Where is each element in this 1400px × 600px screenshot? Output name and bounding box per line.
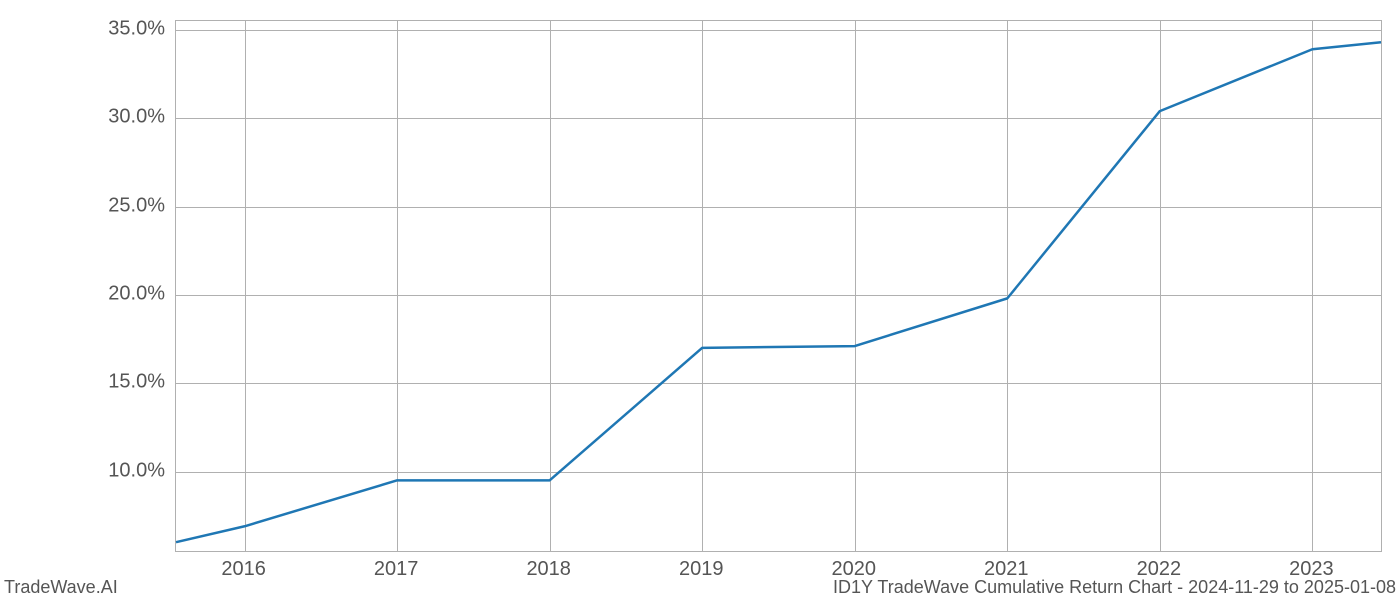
x-tick-label: 2017 (374, 558, 419, 581)
y-tick-label: 10.0% (108, 459, 165, 482)
y-tick-label: 20.0% (108, 282, 165, 305)
x-tick-label: 2018 (526, 558, 571, 581)
chart-container: 2016201720182019202020212022202310.0%15.… (0, 0, 1400, 600)
x-tick-label: 2019 (679, 558, 724, 581)
y-tick-label: 15.0% (108, 371, 165, 394)
return-line (176, 42, 1381, 542)
plot-area (175, 20, 1382, 552)
line-series-svg (176, 21, 1381, 551)
y-tick-label: 30.0% (108, 106, 165, 129)
y-tick-label: 35.0% (108, 17, 165, 40)
x-tick-label: 2016 (221, 558, 266, 581)
footer-right-label: ID1Y TradeWave Cumulative Return Chart -… (833, 577, 1396, 598)
footer-left-label: TradeWave.AI (4, 577, 118, 598)
y-tick-label: 25.0% (108, 194, 165, 217)
